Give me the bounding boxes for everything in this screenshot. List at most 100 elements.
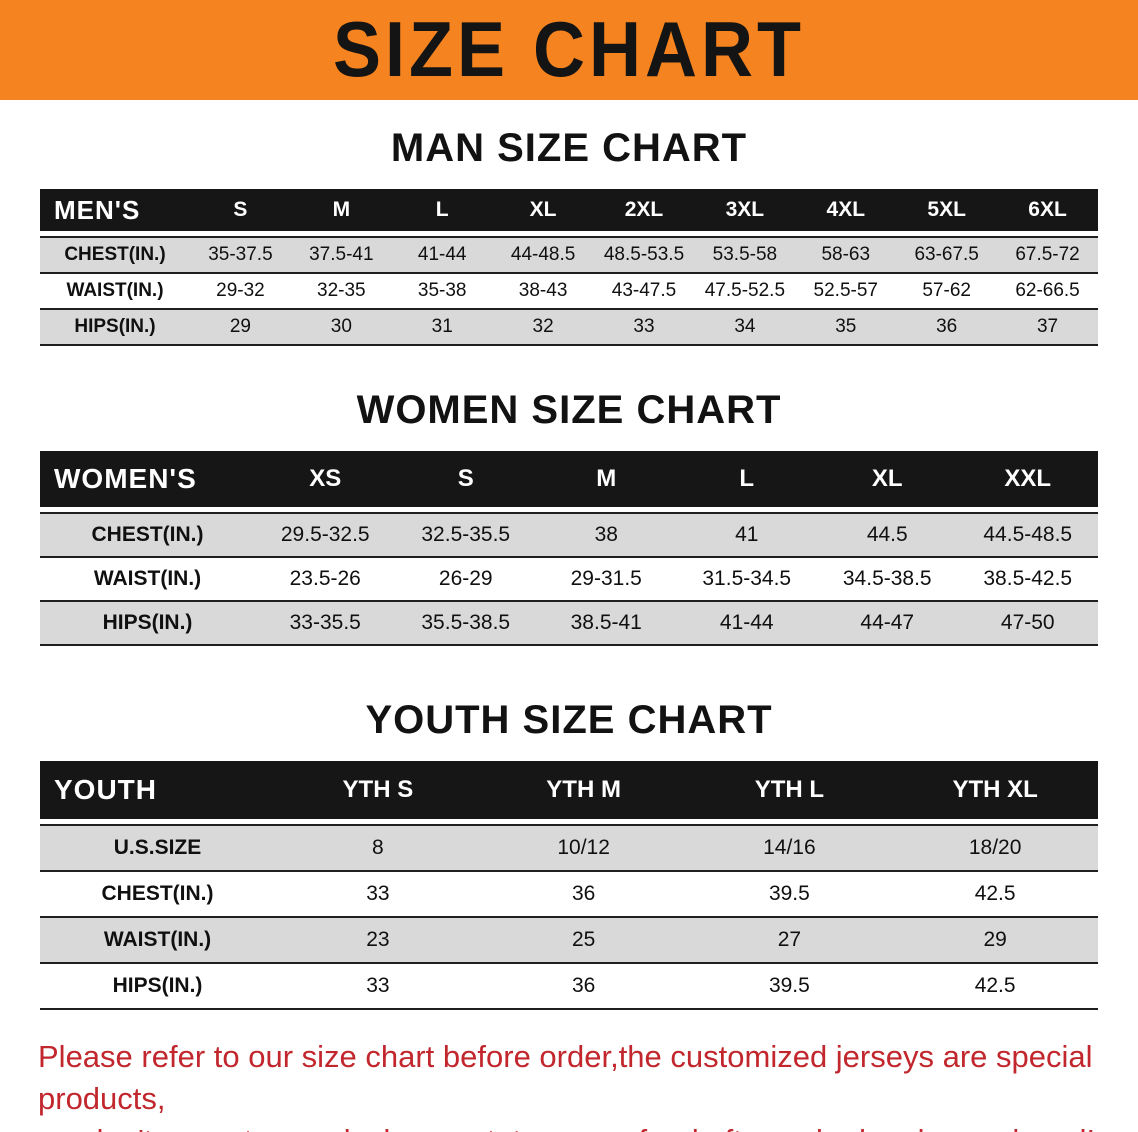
row-label: CHEST(IN.) [91, 523, 204, 546]
column-header: S [457, 465, 474, 492]
cell: 47-50 [1000, 611, 1055, 634]
cell: 38.5-42.5 [983, 567, 1073, 590]
column-header: 5XL [927, 198, 966, 221]
cell: 29-32 [216, 280, 265, 301]
cell: 34.5-38.5 [842, 567, 932, 590]
cell: 57-62 [922, 280, 971, 301]
table-header-row: MEN'S S M L XL 2XL 3XL 4XL 5XL 6XL [40, 189, 1098, 231]
cell: 23.5-26 [289, 567, 361, 590]
table-corner-label: YOUTH [54, 774, 157, 805]
column-header: L [435, 198, 449, 221]
cell: 25 [571, 928, 596, 951]
cell: 35.5-38.5 [421, 611, 511, 634]
table-body: U.S.SIZE 8 10/12 14/16 18/20 CHEST(IN.) 33 36 39… [40, 824, 1098, 1010]
cell: 63-67.5 [914, 244, 979, 265]
column-header: YTH S [342, 776, 414, 803]
cell: 36 [571, 882, 596, 905]
women-section-heading: WOMEN SIZE CHART [356, 388, 782, 432]
cell: 36 [936, 316, 958, 337]
column-header: M [596, 465, 617, 492]
column-header: M [332, 198, 351, 221]
section-youth: YOUTH SIZE CHART YOUTH YTH S YTH M YTH L YTH… [0, 698, 1138, 1010]
cell: 33 [366, 882, 390, 905]
column-header: S [233, 198, 248, 221]
column-header: 6XL [1028, 198, 1067, 221]
cell: 62-66.5 [1015, 280, 1080, 301]
column-header: YTH M [546, 776, 621, 803]
table-header-row: WOMEN'S XS S M L XL XXL [40, 451, 1098, 507]
table-row: HIPS(IN.) 33 36 39.5 42.5 [40, 964, 1098, 1010]
table-row: CHEST(IN.) 35-37.5 37.5-41 41-44 44-48.5 48.5… [40, 238, 1098, 274]
disclaimer-line-1: Please refer to our size chart before or… [38, 1039, 1093, 1116]
cell: 23 [366, 928, 390, 951]
table-body: CHEST(IN.) 29.5-32.5 32.5-35.5 38 41 44.5 44.5… [40, 512, 1098, 646]
table-row: HIPS(IN.) 29 30 31 32 33 34 35 36 37 [40, 310, 1098, 346]
cell: 32.5-35.5 [421, 523, 511, 546]
cell: 37 [1036, 316, 1059, 337]
table-corner-label: WOMEN'S [54, 463, 197, 494]
table-row: HIPS(IN.) 33-35.5 35.5-38.5 38.5-41 41-44 44-… [40, 602, 1098, 646]
table-row: CHEST(IN.) 29.5-32.5 32.5-35.5 38 41 44.5 44.5… [40, 514, 1098, 558]
cell: 26-29 [438, 567, 493, 590]
banner: SIZE CHART [0, 0, 1138, 100]
cell: 42.5 [974, 882, 1016, 905]
cell: 18/20 [968, 836, 1022, 859]
row-label: WAIST(IN.) [103, 928, 212, 951]
column-header: L [739, 465, 755, 492]
cell: 33 [633, 316, 655, 337]
cell: 29-31.5 [570, 567, 642, 590]
disclaimer-line-2: we don't accept cancel, change, teturn o… [38, 1120, 1100, 1132]
cell: 44.5 [866, 523, 908, 546]
men-section-heading: MAN SIZE CHART [390, 126, 748, 170]
cell: 38-43 [518, 280, 568, 301]
table-body: CHEST(IN.) 35-37.5 37.5-41 41-44 44-48.5 48.5… [40, 236, 1098, 346]
table-row: CHEST(IN.) 33 36 39.5 42.5 [40, 872, 1098, 918]
cell: 32-35 [317, 280, 366, 301]
cell: 35-38 [417, 280, 467, 301]
column-header: XS [309, 465, 342, 492]
row-label: CHEST(IN.) [64, 244, 166, 265]
page-title: SIZE CHART [333, 6, 805, 94]
youth-size-table: YOUTH YTH S YTH M YTH L YTH XL U.S.SIZE 8 10/12… [40, 761, 1098, 1010]
table-row: WAIST(IN.) 23.5-26 26-29 29-31.5 31.5-34.5 34… [40, 558, 1098, 602]
row-label: HIPS(IN.) [74, 316, 156, 337]
cell: 39.5 [768, 974, 810, 997]
cell: 38.5-41 [570, 611, 642, 634]
cell: 42.5 [974, 974, 1016, 997]
disclaimer: Please refer to our size chart before or… [38, 1036, 1100, 1132]
cell: 33-35.5 [289, 611, 361, 634]
cell: 35-37.5 [208, 244, 273, 265]
cell: 39.5 [768, 882, 810, 905]
cell: 53.5-58 [712, 244, 778, 265]
table-row: WAIST(IN.) 23 25 27 29 [40, 918, 1098, 964]
cell: 37.5-41 [309, 244, 374, 265]
cell: 44-47 [860, 611, 915, 634]
cell: 31 [431, 316, 453, 337]
column-header: YTH L [754, 776, 825, 803]
section-men: MAN SIZE CHART MEN'S S M L XL 2XL 3XL 4XL 5XL 6XL… [0, 126, 1138, 346]
cell: 8 [372, 836, 384, 859]
cell: 14/16 [763, 836, 816, 859]
youth-section-heading: YOUTH SIZE CHART [365, 698, 773, 742]
cell: 41-44 [719, 611, 774, 634]
cell: 31.5-34.5 [702, 567, 792, 590]
row-label: WAIST(IN.) [93, 567, 202, 590]
table-row: WAIST(IN.) 29-32 32-35 35-38 38-43 43-47.5 47.… [40, 274, 1098, 310]
cell: 58-63 [821, 244, 871, 265]
cell: 29 [983, 928, 1007, 951]
row-label: CHEST(IN.) [101, 882, 214, 905]
cell: 48.5-53.5 [603, 244, 685, 265]
men-size-table: MEN'S S M L XL 2XL 3XL 4XL 5XL 6XL CHEST(IN.) 35-37… [40, 189, 1098, 346]
cell: 41-44 [417, 244, 467, 265]
row-label: U.S.SIZE [113, 836, 202, 859]
cell: 52.5-57 [813, 280, 878, 301]
column-header: 3XL [725, 198, 765, 221]
cell: 30 [330, 316, 352, 337]
women-size-table: WOMEN'S XS S M L XL XXL CHEST(IN.) 29.5-32.5 32.5… [40, 451, 1098, 646]
column-header: 2XL [624, 198, 664, 221]
column-header: XL [529, 198, 557, 221]
table-corner-label: MEN'S [54, 194, 141, 225]
section-women: WOMEN SIZE CHART WOMEN'S XS S M L XL XXL CHEST(… [0, 388, 1138, 646]
cell: 29 [229, 316, 251, 337]
